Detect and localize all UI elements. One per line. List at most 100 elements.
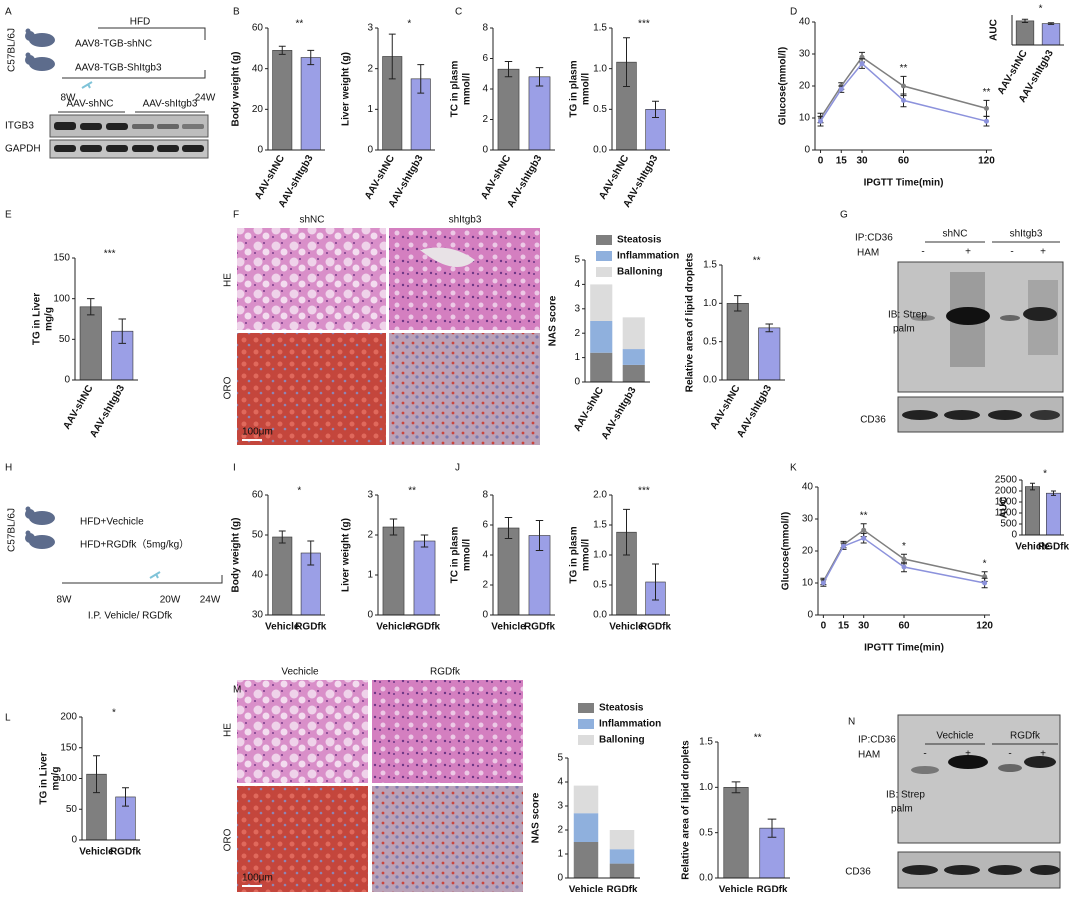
y-tick-label: 30 [252,610,264,621]
y-tick-label: 30 [802,514,814,525]
x-tick-label: AAV-shNC [572,385,606,433]
significance: * [902,541,906,552]
x-tick-label: Vehicle [491,622,526,633]
error-bar [504,517,513,539]
timeline [62,27,206,79]
timeline [62,575,223,584]
y-axis-label: mg/g [44,307,55,331]
y-tick-label: 1.0 [593,63,607,74]
x-tick-label: Vehicle [609,622,644,633]
syringe [149,571,161,579]
y-axis-label: Liver weight (g) [341,52,352,126]
label: + [965,247,971,258]
panel-letter: I [233,463,236,474]
error-bar [535,67,544,87]
y-tick-label: 5 [574,255,580,266]
label: IB: Strep [886,790,925,801]
error-bar [652,563,659,601]
bar-segment [622,317,645,350]
x-tick-label: 15 [836,156,848,167]
y-tick-label: 1.5 [593,520,607,531]
y-tick-label: 6 [482,520,488,531]
label: palm [893,324,915,335]
error-bar [307,540,315,566]
point [983,105,989,111]
x-tick-label: 30 [856,156,868,167]
y-tick-label: 3 [367,23,373,34]
y-axis-label: TG in plasm [569,60,580,117]
legend-label: Balloning [599,735,645,746]
label: C57BL/6J [7,508,18,552]
error-bar [765,323,774,333]
x-tick-label: AAV-shItgb3 [600,385,639,442]
legend-label: Inflammation [599,719,661,730]
label: C57BL/6J [7,28,18,72]
bar [497,527,520,616]
y-tick-label: 2 [367,530,373,541]
error-bar [122,787,129,807]
bar-segment [609,830,635,850]
error-bar [118,318,127,344]
label: 8W [57,595,73,606]
label: shNC [942,229,967,240]
error-bar [389,518,398,536]
y-tick-label: 0.5 [703,336,717,347]
y-tick-label: 3 [557,801,563,812]
y-tick-label: 0 [64,375,70,386]
bar-segment [622,349,645,365]
x-axis-label: IPGTT Time(min) [864,643,944,654]
error-bar [93,755,100,794]
y-tick-label: 0 [574,377,580,388]
y-axis-label: Glucose(mmol/l) [781,512,792,590]
label: + [965,749,971,760]
blot-bands [902,755,1060,875]
legend-swatch [578,703,594,713]
y-axis-label: Glucose(mmol/l) [778,47,789,125]
y-tick-label: 40 [802,482,814,493]
y-axis-label: Body weight (g) [231,518,242,593]
y-tick-label: 40 [252,570,264,581]
x-tick-label: Vehicle [569,885,604,892]
x-tick-label: 15 [838,621,850,632]
point [818,118,824,124]
point [861,535,867,541]
label: RGDfk [1010,731,1041,742]
label: 20W [160,595,181,606]
label: - [923,749,926,760]
x-tick-label: RGDfk [110,847,142,858]
y-tick-label: 10 [799,113,811,124]
bar [79,306,102,381]
error-bar [767,818,777,838]
error-bar [733,295,742,312]
y-axis-label: Relative area of lipid droplets [685,252,696,392]
point [820,580,826,586]
error-bar [1047,22,1055,25]
histology [389,228,540,330]
y-tick-label: 1.0 [699,782,713,793]
label: HFD [130,17,151,28]
y-tick-label: 0 [71,835,77,846]
significance: * [297,486,301,497]
y-axis-label: mmol/l [462,73,473,105]
x-tick-label: Vehicle [265,622,300,633]
label: CD36 [845,867,871,878]
panel-letter: N [848,717,855,728]
y-tick-label: 6 [482,53,488,64]
x-tick-label: 60 [898,621,910,632]
bar [1025,486,1040,536]
x-tick-label: 120 [976,621,993,632]
label: + [1040,749,1046,760]
x-tick-label: RGDfk [756,885,788,892]
x-tick-label: 60 [898,156,910,167]
x-tick-label: RGDfk [295,622,327,633]
blot [49,114,209,138]
x-tick-label: AAV-shNC [61,383,95,431]
blot [49,139,209,159]
error-bar [307,49,315,66]
label: AAV-shItgb3 [143,99,198,110]
label: shItgb3 [449,215,482,226]
significance: * [112,708,116,719]
significance: * [1043,469,1047,480]
histology [237,786,368,892]
x-tick-label: Vehicle [719,885,754,892]
